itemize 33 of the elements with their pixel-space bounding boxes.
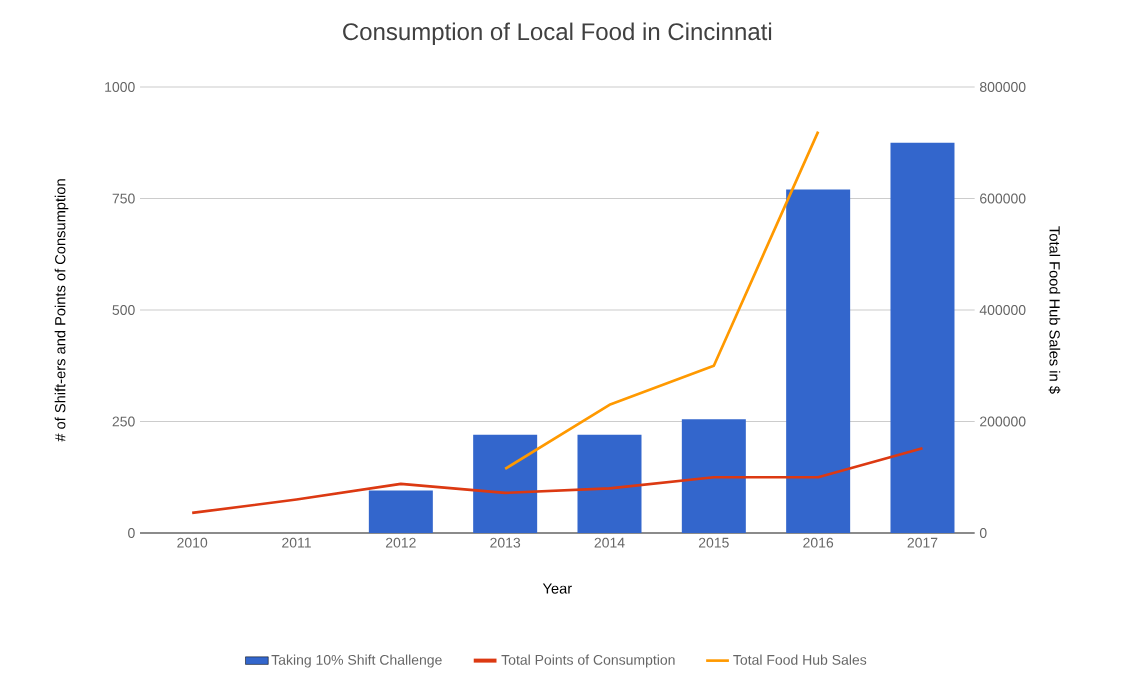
line-series (503, 130, 820, 471)
y2-axis-title: Total Food Hub Sales in $ (1048, 226, 1061, 394)
y2-tick-label: 0 (979, 528, 987, 538)
x-tick-label: 2011 (282, 537, 311, 548)
y-tick-label: 0 (128, 528, 135, 538)
y-tick-label: 1000 (105, 82, 135, 92)
x-tick-label: 2015 (698, 537, 729, 548)
x-tick-label: 2014 (594, 537, 625, 548)
y2-tick-label: 600000 (980, 193, 1026, 204)
legend-label: Taking 10% Shift Challenge (271, 654, 442, 668)
x-tick-label: 2010 (177, 537, 208, 548)
bar (681, 419, 746, 533)
legend-label: Total Food Hub Sales (733, 654, 867, 665)
y2-tick-label: 800000 (979, 82, 1026, 92)
line-series (190, 446, 924, 515)
y-tick-label: 500 (112, 305, 135, 315)
y-tick-label: 750 (112, 193, 135, 204)
x-tick-label: 2012 (385, 537, 416, 548)
x-axis-title: Year (542, 583, 572, 594)
x-tick-label: 2017 (907, 537, 938, 548)
y-axis-title: # of Shift-ers and Points of Consumption (54, 179, 69, 442)
bar (473, 434, 538, 533)
bar (368, 490, 433, 533)
bar (577, 434, 642, 533)
y-tick-label: 250 (112, 416, 135, 427)
legend-label: Total Points of Consumption (501, 654, 675, 668)
chart-title: Consumption of Local Food in Cincinnati (343, 22, 772, 45)
x-tick-label: 2016 (803, 537, 834, 548)
x-tick-label: 2013 (490, 537, 521, 548)
bar (786, 189, 851, 533)
y2-tick-label: 200000 (980, 416, 1026, 427)
y2-tick-label: 400000 (979, 305, 1026, 315)
bar (890, 142, 955, 533)
